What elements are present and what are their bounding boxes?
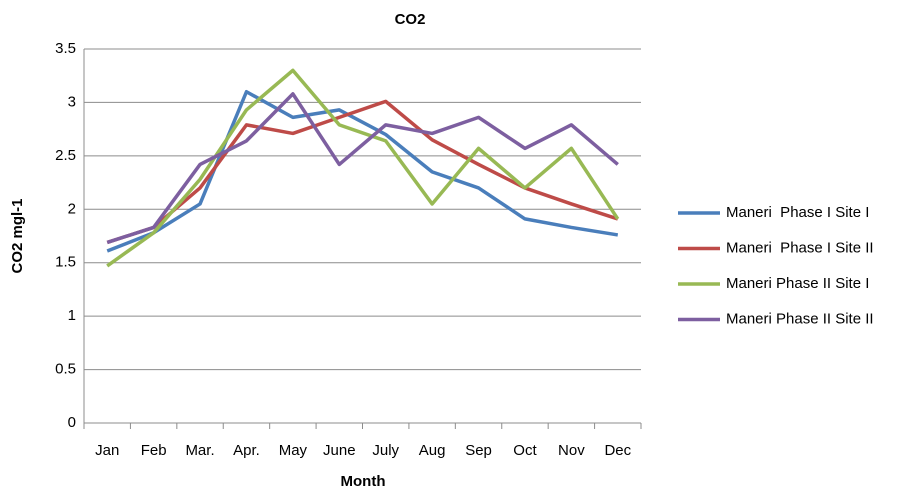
legend-label: Maneri Phase II Site I	[726, 275, 869, 292]
x-tick-label: Sep	[465, 442, 492, 459]
y-tick-label: 3	[68, 93, 76, 110]
x-tick-label: Nov	[558, 442, 585, 459]
y-axis-label: CO2 mgl-1	[9, 198, 26, 273]
y-tick-label: 3.5	[55, 40, 76, 57]
y-tick-label: 1	[68, 307, 76, 324]
legend-label: Maneri Phase II Site II	[726, 310, 874, 327]
x-tick-label: Mar.	[185, 442, 214, 459]
x-tick-label: Dec	[604, 442, 631, 459]
x-tick-label: Jan	[95, 442, 119, 459]
legend-label: Maneri Phase I Site II	[726, 239, 874, 256]
x-tick-label: July	[372, 442, 399, 459]
series-line	[106, 89, 619, 253]
y-tick-label: 2.5	[55, 147, 76, 164]
x-tick-label: Apr.	[233, 442, 260, 459]
series-line	[106, 99, 619, 245]
x-tick-label: June	[323, 442, 356, 459]
legend-label: Maneri Phase I Site I	[726, 204, 869, 221]
series-line	[106, 92, 619, 245]
x-tick-label: May	[279, 442, 308, 459]
chart-title: CO2	[395, 11, 426, 28]
y-tick-label: 0	[68, 414, 76, 431]
y-tick-label: 1.5	[55, 254, 76, 271]
x-axis-label: Month	[341, 473, 386, 490]
series-line	[106, 68, 620, 268]
x-tick-label: Oct	[513, 442, 537, 459]
x-tick-label: Aug	[419, 442, 446, 459]
y-tick-label: 2	[68, 200, 76, 217]
x-tick-label: Feb	[141, 442, 167, 459]
y-tick-label: 0.5	[55, 361, 76, 378]
